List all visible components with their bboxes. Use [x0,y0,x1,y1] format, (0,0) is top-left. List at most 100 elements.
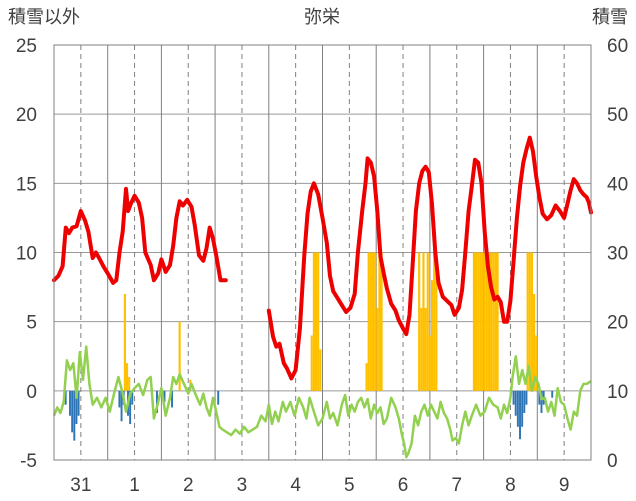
right-tick-label: 0 [607,451,618,472]
precip-bar [424,307,427,391]
left-tick-label: 25 [16,36,37,57]
snow-change-bar [217,390,220,405]
right-tick-label: 40 [607,174,628,195]
precip-bar [496,252,499,391]
x-tick-label: 5 [344,475,355,496]
left-tick-label: -5 [20,451,37,472]
x-tick-label: 9 [559,475,570,496]
precip-bar [535,335,538,391]
plot-frame [53,44,592,461]
right-axis-label: 積雪 [592,7,628,28]
snow-change-bar [540,390,543,413]
precip-bar [494,252,497,391]
precip-bar [123,294,126,391]
snow-change-bar [519,390,521,440]
precip-bar [492,252,495,391]
precip-bar [319,349,322,391]
precip-bar [483,252,486,391]
right-tick-label: 10 [607,382,628,403]
precip-bar [487,252,491,391]
precip-bar [526,252,529,391]
snow-change-bar [163,390,166,402]
left-tick-label: 10 [16,244,37,265]
left-tick-label: 15 [16,174,37,195]
precip-bar [374,252,377,391]
snow-change-bar [73,390,76,441]
snow-change-bar [538,390,541,405]
snow-change-bar [171,390,173,408]
precip-bar [378,252,381,391]
precip-bar [369,252,372,391]
chart-title: 弥栄 [304,7,340,28]
lines [52,135,593,459]
precip-bar [314,252,318,391]
precip-bar [365,363,368,391]
precip-bar [376,307,379,391]
x-tick-label: 6 [398,475,409,496]
temperature-line [52,186,228,285]
precip-bar [426,252,429,391]
precip-bar [472,252,476,391]
snow-change-bar [129,390,132,425]
precip-bar [481,252,484,391]
precip-bar [533,294,536,391]
x-tick-label: 8 [505,475,516,496]
precip-bar [418,252,421,391]
precip-bar [317,252,320,391]
snow-change-bar [75,390,78,425]
snow-change-bar [118,390,121,408]
precip-bar [490,252,493,391]
precip-bar [528,252,531,391]
x-tick-label: 3 [237,475,248,496]
precip-bar [125,363,129,391]
left-axis-ticks: -5 0 5 10 15 20 25 [16,36,37,472]
x-tick-label: 7 [451,475,462,496]
x-axis-ticks: 31 1 2 3 4 5 6 7 8 9 [70,475,569,496]
snow-change-bar [71,390,74,433]
snow-change-bar [64,390,67,405]
precip-bar [310,335,313,391]
precip-bar [433,252,436,391]
snow-change-bar [516,390,519,427]
precip-bar [428,335,431,391]
precip-bar [367,252,370,391]
x-tick-label: 4 [290,475,301,496]
left-tick-label: 0 [26,382,37,403]
snow-change-bar [523,390,526,413]
left-tick-label: 5 [26,313,37,334]
precip-bar [479,252,482,391]
snow-change-bar [69,390,71,416]
precip-bar [380,252,383,391]
precip-bar [178,321,181,391]
precip-bar [420,307,423,391]
snow-change-bar [77,390,80,416]
snow-change-bar [512,390,515,405]
snow-change-bar [514,390,517,416]
precip-bar [435,252,438,391]
snow-change-bar [521,390,524,427]
precip-bar [485,252,488,391]
right-tick-label: 60 [607,36,628,57]
precip-bar [430,280,434,391]
precip-bar [422,252,425,391]
snow-change-bar [131,390,134,405]
temperature-line [266,135,593,381]
x-tick-label: 2 [183,475,194,496]
snow-change-bar [120,390,123,422]
precip-bar [530,252,534,391]
right-axis-ticks: 0 10 20 30 40 50 60 [607,36,628,472]
bars [64,252,554,441]
x-tick-label: 31 [70,475,91,496]
x-tick-label: 1 [129,475,140,496]
left-tick-label: 20 [16,105,37,126]
right-tick-label: 50 [607,105,628,126]
snow-change-bar [551,390,554,398]
snow-change-bar [525,390,528,405]
right-tick-label: 30 [607,244,628,265]
left-axis-label: 積雪以外 [8,7,80,28]
precip-bar [477,252,480,391]
precip-bar [312,252,315,391]
right-tick-label: 20 [607,313,628,334]
green-line [52,345,592,459]
